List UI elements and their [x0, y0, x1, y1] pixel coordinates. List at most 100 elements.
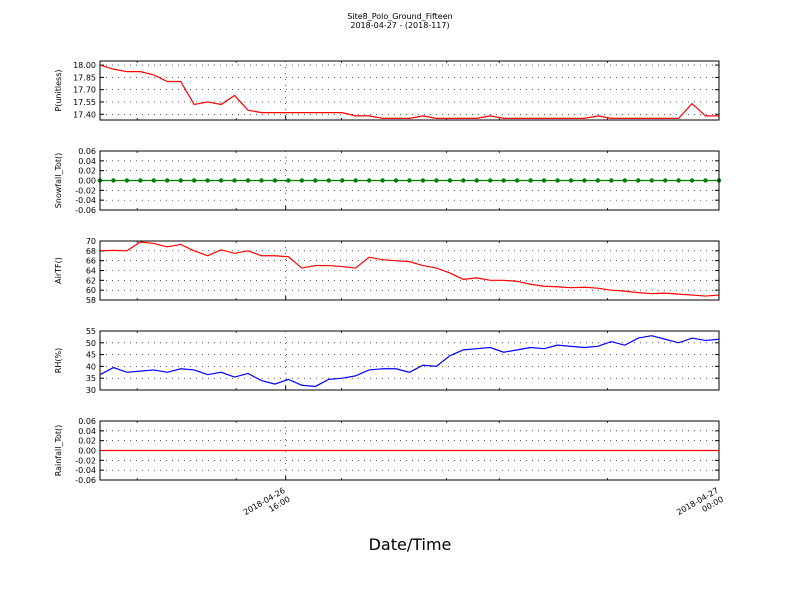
y-tick-label: 0.02 — [78, 167, 96, 176]
data-point — [380, 178, 385, 183]
data-point — [582, 178, 587, 183]
y-tick-label: 0.00 — [78, 447, 96, 456]
data-point — [178, 178, 183, 183]
y-tick-label: 64 — [86, 267, 96, 276]
data-point — [124, 178, 130, 183]
x-tick-labels: 2018-04-2616:00 2018-04-2700:00 — [242, 486, 725, 526]
data-point — [340, 178, 345, 183]
y-tick-label: -0.06 — [75, 476, 96, 485]
y-tick-label: 0.06 — [78, 417, 96, 426]
chart-subtitle: 2018-04-27 - (2018-117) — [350, 21, 449, 30]
y-tick-label: 66 — [86, 257, 96, 266]
data-point — [259, 178, 264, 183]
x-tick-label: 2018-04-2616:00 — [242, 486, 292, 526]
data-point — [636, 178, 641, 183]
data-point — [447, 178, 453, 183]
data-point — [366, 178, 372, 183]
data-point — [286, 178, 291, 183]
plot-frame — [99, 240, 720, 301]
y-tick-label: 17.70 — [73, 86, 96, 95]
data-point — [689, 178, 695, 183]
data-point — [676, 178, 681, 183]
data-point — [138, 178, 143, 183]
series-line-3 — [99, 241, 720, 297]
data-point — [474, 178, 479, 183]
plot-frame — [99, 60, 720, 121]
data-point — [299, 178, 305, 183]
chart-panel-2: 0.060.040.020.00-0.02-0.04-0.06 Snowfall_… — [54, 147, 722, 215]
data-point — [420, 178, 426, 183]
y-axis-label: P(unitless) — [54, 69, 63, 111]
data-point — [191, 178, 197, 183]
y-tick-label: 40 — [86, 362, 96, 371]
data-point — [501, 178, 506, 183]
y-tick-label: 50 — [86, 339, 96, 348]
y-tick-label: 18.00 — [73, 61, 96, 70]
x-tick-label: 2018-04-2700:00 — [675, 486, 725, 526]
series-line-1 — [99, 64, 719, 119]
y-tick-label: 70 — [86, 237, 96, 246]
data-point — [407, 178, 412, 183]
data-point — [514, 178, 520, 183]
data-point — [649, 178, 654, 183]
data-point — [622, 178, 628, 183]
plot-frame — [99, 330, 720, 391]
data-point — [662, 178, 668, 183]
y-tick-label: -0.02 — [75, 186, 96, 195]
data-point — [488, 178, 493, 183]
y-tick-label: -0.06 — [75, 206, 96, 215]
data-point — [205, 178, 210, 183]
y-axis-label: AirTF() — [54, 257, 63, 284]
data-point — [326, 178, 331, 183]
data-point — [218, 178, 224, 183]
data-point — [703, 178, 708, 183]
y-tick-label: -0.04 — [75, 196, 96, 205]
y-tick-label: 60 — [86, 286, 96, 295]
data-point — [232, 178, 237, 183]
data-point — [461, 178, 466, 183]
data-point — [595, 178, 601, 183]
y-axis-label: Snowfall_Tot() — [54, 153, 63, 209]
data-point — [245, 178, 251, 183]
series-line-4 — [99, 335, 720, 388]
chart-panel-5: 0.060.040.020.00-0.02-0.04-0.06 Rainfall_… — [54, 417, 720, 485]
data-point — [568, 178, 574, 183]
y-tick-label: 58 — [86, 296, 96, 305]
chart-title: Site8_Polo_Ground_Fifteen — [347, 12, 452, 21]
y-tick-label: 17.40 — [73, 110, 96, 119]
y-tick-label: 55 — [86, 327, 96, 336]
y-tick-label: 0.02 — [78, 437, 96, 446]
x-axis-label: Date/Time — [369, 535, 452, 554]
data-point — [272, 178, 278, 183]
y-tick-label: 35 — [86, 374, 96, 383]
y-tick-label: 0.04 — [78, 427, 96, 436]
plot-frame — [99, 150, 720, 211]
y-axis-label: RH(%) — [54, 348, 63, 373]
y-tick-label: 68 — [86, 247, 96, 256]
y-tick-label: 17.85 — [73, 73, 96, 82]
data-point — [165, 178, 170, 183]
y-tick-label: 17.55 — [73, 98, 96, 107]
data-point — [541, 178, 547, 183]
data-point — [353, 178, 358, 183]
data-point — [393, 178, 399, 183]
y-tick-label: 0.00 — [78, 177, 96, 186]
data-point — [434, 178, 439, 183]
chart-panel-1: 18.00 17.85 17.70 17.55 17.40 P(unitless) — [54, 60, 720, 121]
y-tick-label: 45 — [86, 351, 96, 360]
y-axis-label: Rainfall_Tot() — [54, 425, 63, 477]
panels-group: 18.00 17.85 17.70 17.55 17.40 P(unitless) 0.06… — [54, 60, 722, 485]
y-tick-label: -0.02 — [75, 456, 96, 465]
data-point — [111, 178, 116, 183]
data-point — [313, 178, 318, 183]
data-point — [555, 178, 560, 183]
y-tick-label: 62 — [86, 276, 96, 285]
data-point — [151, 178, 157, 183]
y-tick-label: -0.04 — [75, 466, 96, 475]
chart-panel-4: 55 50 45 40 35 30 RH(%) — [54, 327, 720, 395]
plot-frame — [99, 420, 720, 481]
y-tick-label: 30 — [86, 386, 96, 395]
y-tick-label: 0.04 — [78, 157, 96, 166]
